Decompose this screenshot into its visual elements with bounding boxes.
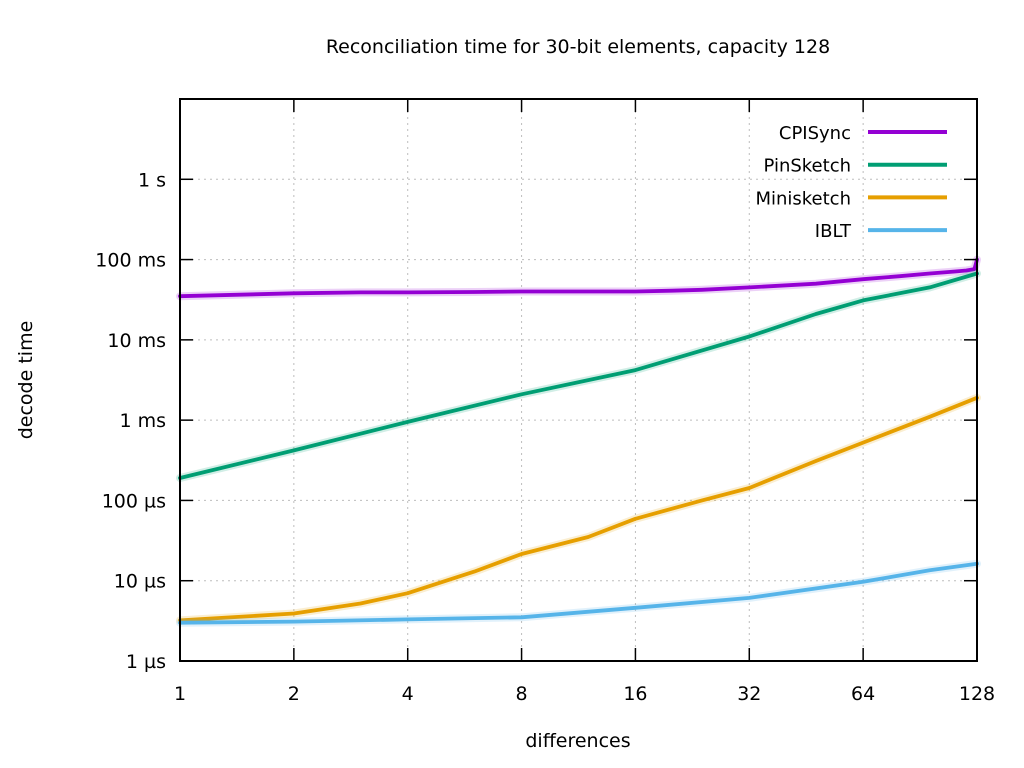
y-tick-label: 100 ms [95, 250, 166, 272]
series-lines [176, 255, 981, 627]
series-line-minisketch [178, 395, 979, 623]
legend-label: PinSketch [763, 156, 851, 177]
y-tick-label: 100 µs [102, 490, 166, 512]
y-axis-title: decode time [15, 321, 37, 440]
series-line-cpisync [178, 257, 979, 299]
x-tick-label: 16 [623, 683, 647, 705]
x-tick-label: 32 [737, 683, 761, 705]
y-tick-label: 1 µs [126, 651, 166, 673]
x-tick-label: 1 [174, 683, 186, 705]
y-tick-label: 10 µs [114, 571, 166, 593]
series-halo-minisketch [176, 393, 981, 625]
x-tick-label: 2 [288, 683, 300, 705]
tick-labels: 1 2 4 8 16 32 64 128 1 µs 10 µs 100 µs 1 ms 10 ms 100… [95, 169, 995, 705]
legend-label: Minisketch [755, 188, 851, 209]
legend-item-iblt: IBLT [815, 221, 947, 242]
x-tick-label: 128 [959, 683, 995, 705]
plot-border [179, 98, 978, 662]
legend: CPISync PinSketch Minisketch IBLT [755, 123, 947, 242]
grid-lines [180, 99, 977, 661]
legend-label: IBLT [815, 221, 852, 242]
series-line-iblt [178, 561, 979, 625]
legend-item-pinsketch: PinSketch [763, 156, 947, 177]
chart-title: Reconciliation time for 30-bit elements,… [326, 36, 830, 58]
x-tick-label: 64 [851, 683, 875, 705]
series-line-pinsketch [178, 271, 979, 480]
legend-item-cpisync: CPISync [779, 123, 947, 144]
y-tick-label: 1 s [138, 169, 166, 191]
legend-label: CPISync [779, 123, 851, 144]
y-tick-label: 1 ms [119, 410, 166, 432]
x-axis-title: differences [525, 730, 630, 752]
y-tick-label: 10 ms [107, 330, 166, 352]
x-tick-label: 8 [516, 683, 528, 705]
legend-item-minisketch: Minisketch [755, 188, 947, 209]
x-tick-label: 4 [402, 683, 414, 705]
